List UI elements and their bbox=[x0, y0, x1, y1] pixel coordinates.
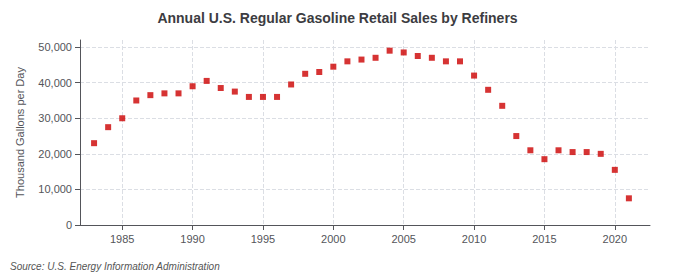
svg-text:50,000: 50,000 bbox=[38, 41, 72, 53]
svg-text:2020: 2020 bbox=[603, 233, 627, 245]
svg-text:Source: U.S. Energy Informatio: Source: U.S. Energy Information Administ… bbox=[10, 261, 220, 272]
svg-text:2015: 2015 bbox=[532, 233, 556, 245]
svg-text:20,000: 20,000 bbox=[38, 148, 72, 160]
svg-text:Annual U.S. Regular Gasoline R: Annual U.S. Regular Gasoline Retail Sale… bbox=[157, 10, 517, 26]
svg-text:Thousand Gallons per Day: Thousand Gallons per Day bbox=[14, 67, 26, 198]
svg-text:10,000: 10,000 bbox=[38, 183, 72, 195]
svg-text:2010: 2010 bbox=[462, 233, 486, 245]
svg-text:30,000: 30,000 bbox=[38, 112, 72, 124]
svg-text:2000: 2000 bbox=[321, 233, 345, 245]
svg-text:1995: 1995 bbox=[251, 233, 275, 245]
svg-text:1990: 1990 bbox=[180, 233, 204, 245]
svg-text:40,000: 40,000 bbox=[38, 77, 72, 89]
svg-text:2005: 2005 bbox=[391, 233, 415, 245]
svg-text:1985: 1985 bbox=[110, 233, 134, 245]
svg-text:0: 0 bbox=[66, 219, 72, 231]
